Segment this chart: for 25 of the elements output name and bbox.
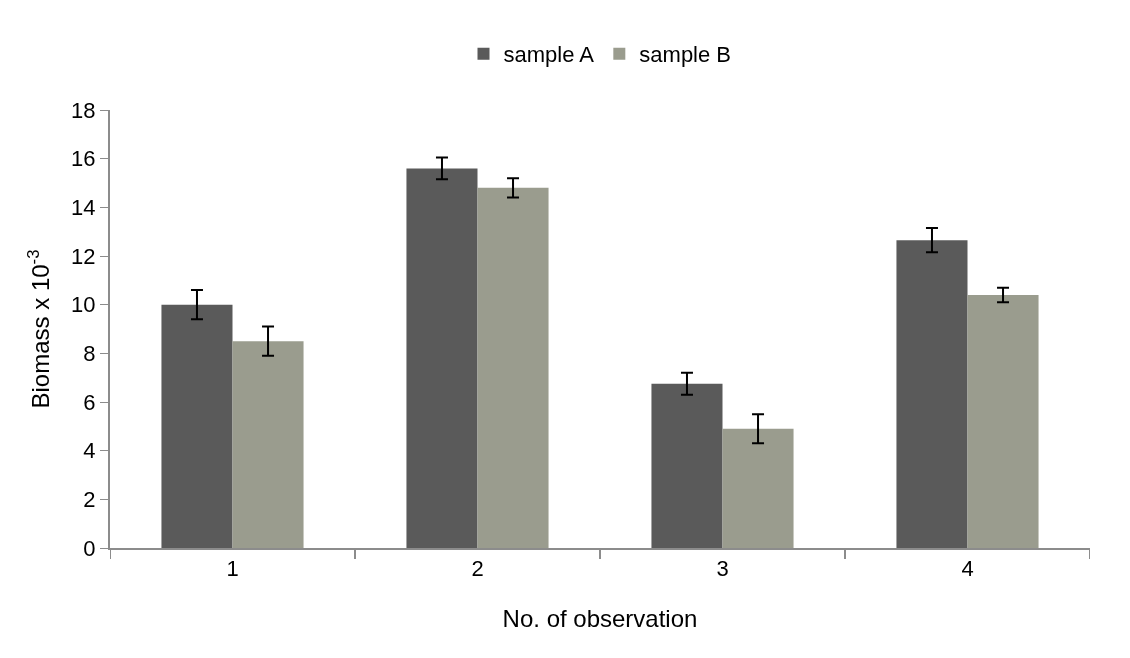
x-tick-label: 1 — [226, 556, 239, 582]
bar — [232, 341, 304, 548]
x-tick-label: 3 — [716, 556, 729, 582]
x-tick-label: 2 — [471, 556, 484, 582]
bar — [161, 304, 233, 548]
y-tick-label: 10 — [71, 292, 96, 318]
bar — [406, 168, 478, 548]
y-tick-label: 8 — [83, 341, 96, 367]
y-tick-label: 6 — [83, 389, 96, 415]
x-tick-label: 4 — [961, 556, 974, 582]
y-tick-label: 4 — [83, 438, 96, 464]
bar — [896, 240, 968, 548]
y-tick-label: 14 — [71, 195, 96, 221]
bar — [477, 187, 549, 548]
y-tick-label: 0 — [83, 535, 96, 561]
bar — [722, 428, 794, 548]
bar — [967, 294, 1039, 548]
y-tick-label: 16 — [71, 146, 96, 172]
y-tick-label: 12 — [71, 243, 96, 269]
legend-label: sample A — [503, 42, 595, 68]
y-tick-label: 18 — [71, 97, 96, 123]
bar — [651, 383, 723, 548]
y-tick-label: 2 — [83, 487, 96, 513]
x-axis-title: No. of observation — [502, 605, 698, 633]
legend-label: sample B — [639, 42, 732, 68]
